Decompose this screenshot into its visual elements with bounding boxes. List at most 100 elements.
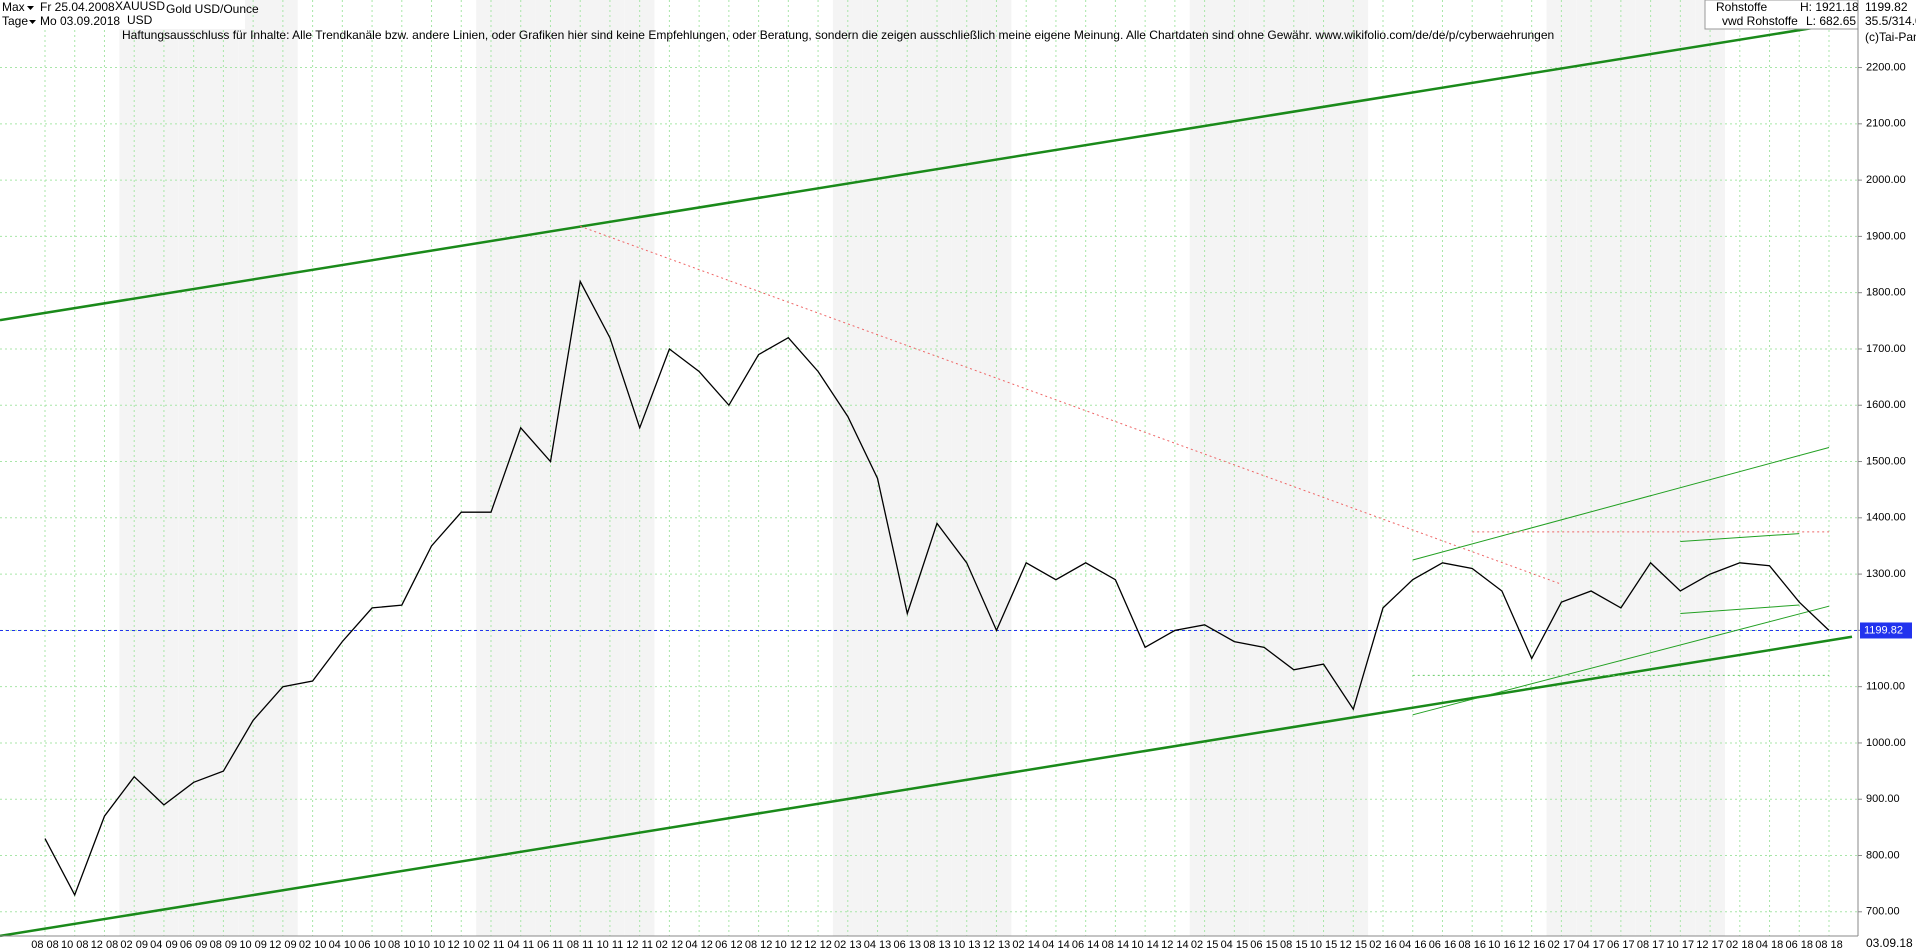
- trend-line: [1680, 533, 1800, 542]
- x-tick-label: 06 09: [180, 939, 208, 951]
- x-tick-label: 12 15: [1340, 939, 1368, 951]
- x-tick-label: 04 10: [329, 939, 357, 951]
- x-tick-label: 06 18: [1786, 939, 1814, 951]
- x-tick-label: 04 13: [864, 939, 892, 951]
- x-tick-label: 12 09: [269, 939, 297, 951]
- x-tick-label: 04 09: [150, 939, 178, 951]
- y-tick-label: 700.00: [1866, 906, 1900, 918]
- x-tick-label: 02 13: [834, 939, 862, 951]
- y-tick-label: 1800.00: [1866, 287, 1906, 299]
- x-tick-label: 06 15: [1250, 939, 1278, 951]
- x-tick-label: 06 12: [715, 939, 743, 951]
- x-tick-label: 12 17: [1696, 939, 1724, 951]
- from-date: Fr 25.04.2008: [40, 0, 115, 14]
- x-tick-label: 02 16: [1369, 939, 1397, 951]
- range-select[interactable]: Max: [2, 0, 25, 14]
- x-tick-label: 04 11: [507, 939, 534, 951]
- x-tick-label: 02 18: [1726, 939, 1754, 951]
- y-tick-label: 1700.00: [1866, 343, 1906, 355]
- y-tick-label: 800.00: [1866, 849, 1900, 861]
- trend-line: [1412, 446, 1830, 561]
- x-tick-label: 10 17: [1667, 939, 1695, 951]
- x-tick-label: 02 15: [1191, 939, 1219, 951]
- current-date: 03.09.18: [1866, 936, 1913, 950]
- x-tick-label: 08 16: [1458, 939, 1486, 951]
- dropdown-arrow[interactable]: [27, 6, 34, 10]
- y-tick-label: 1100.00: [1866, 681, 1905, 693]
- y-tick-label: 1000.00: [1866, 737, 1906, 749]
- x-tick-label: 08 13: [923, 939, 951, 951]
- x-tick-label: 08 10: [388, 939, 416, 951]
- x-tick-label: 02 17: [1548, 939, 1576, 951]
- x-tick-label: 02 09: [120, 939, 148, 951]
- x-tick-label: 10 12: [775, 939, 803, 951]
- trend-line: [1680, 604, 1800, 614]
- symbol: XAUUSD: [115, 0, 165, 13]
- x-tick-label: 06 10: [358, 939, 386, 951]
- period-select[interactable]: Tage: [2, 14, 28, 28]
- x-tick-label: 12 08: [91, 939, 119, 951]
- y-tick-label: 1500.00: [1866, 455, 1906, 467]
- grid: [0, 0, 1862, 936]
- x-tick-label: 08 09: [210, 939, 238, 951]
- trend-line: [0, 20, 1853, 322]
- x-tick-label: 04 15: [1221, 939, 1249, 951]
- trend-line: [0, 635, 1853, 938]
- x-tick-label: 04 18: [1756, 939, 1784, 951]
- y-tick-label: 2000.00: [1866, 174, 1906, 186]
- price-box-label: 1199.82: [1864, 624, 1903, 636]
- x-tick-label: 12 11: [626, 939, 653, 951]
- currency: USD: [127, 13, 153, 27]
- high: H: 1921.18: [1800, 0, 1859, 14]
- x-tick-label: 08 18: [1815, 939, 1843, 951]
- x-tick-label: 12 10: [448, 939, 476, 951]
- dropdown-arrow[interactable]: [29, 20, 36, 24]
- to-date: Mo 03.09.2018: [40, 14, 120, 28]
- x-tick-label: 12 14: [1161, 939, 1189, 951]
- x-tick-label: 10 13: [953, 939, 981, 951]
- x-tick-label: 08 08: [31, 939, 59, 951]
- y-tick-label: 1900.00: [1866, 230, 1906, 242]
- x-tick-label: 10 16: [1488, 939, 1516, 951]
- x-tick-label: 10 10: [418, 939, 446, 951]
- instrument-name: Gold USD/Ounce: [166, 2, 259, 16]
- x-tick-label: 08 12: [745, 939, 773, 951]
- x-tick-label: 12 12: [804, 939, 832, 951]
- price-series: [44, 279, 1830, 897]
- marks: [0, 20, 1858, 938]
- y-tick-label: 1400.00: [1866, 512, 1906, 524]
- x-tick-label: 06 17: [1607, 939, 1635, 951]
- x-tick-label: 02 14: [1012, 939, 1040, 951]
- x-tick-label: 02 11: [478, 939, 505, 951]
- stats: 35.5/314.0: [1865, 14, 1916, 28]
- price-box: [1860, 622, 1912, 639]
- x-tick-label: 06 13: [894, 939, 922, 951]
- x-tick-label: 08 17: [1637, 939, 1665, 951]
- x-tick-label: 04 12: [685, 939, 713, 951]
- trend-line: [1412, 605, 1830, 716]
- y-tick-label: 2200.00: [1866, 61, 1906, 73]
- group: Rohstoffe: [1716, 0, 1767, 14]
- x-tick-label: 08 14: [1102, 939, 1130, 951]
- x-tick-label: 06 14: [1072, 939, 1100, 951]
- x-tick-label: 04 14: [1042, 939, 1070, 951]
- y-tick-label: 1300.00: [1866, 568, 1906, 580]
- x-tick-label: 10 08: [61, 939, 89, 951]
- x-tick-label: 10 15: [1310, 939, 1338, 951]
- low: L: 682.65: [1806, 14, 1856, 28]
- x-tick-label: 02 10: [299, 939, 327, 951]
- info-panel: [1704, 0, 1859, 30]
- x-tick-label: 08 11: [567, 939, 594, 951]
- x-tick-label: 06 16: [1429, 939, 1457, 951]
- x-tick-label: 04 17: [1577, 939, 1605, 951]
- x-tick-label: 06 11: [537, 939, 564, 951]
- x-tick-label: 12 13: [983, 939, 1011, 951]
- x-tick-label: 10 11: [597, 939, 624, 951]
- header-panel: [0, 0, 245, 29]
- last-price: 1199.82: [1865, 0, 1908, 14]
- x-tick-label: 08 15: [1280, 939, 1308, 951]
- trend-line: [580, 225, 1562, 585]
- y-tick-label: 1600.00: [1866, 399, 1906, 411]
- x-tick-label: 02 12: [656, 939, 684, 951]
